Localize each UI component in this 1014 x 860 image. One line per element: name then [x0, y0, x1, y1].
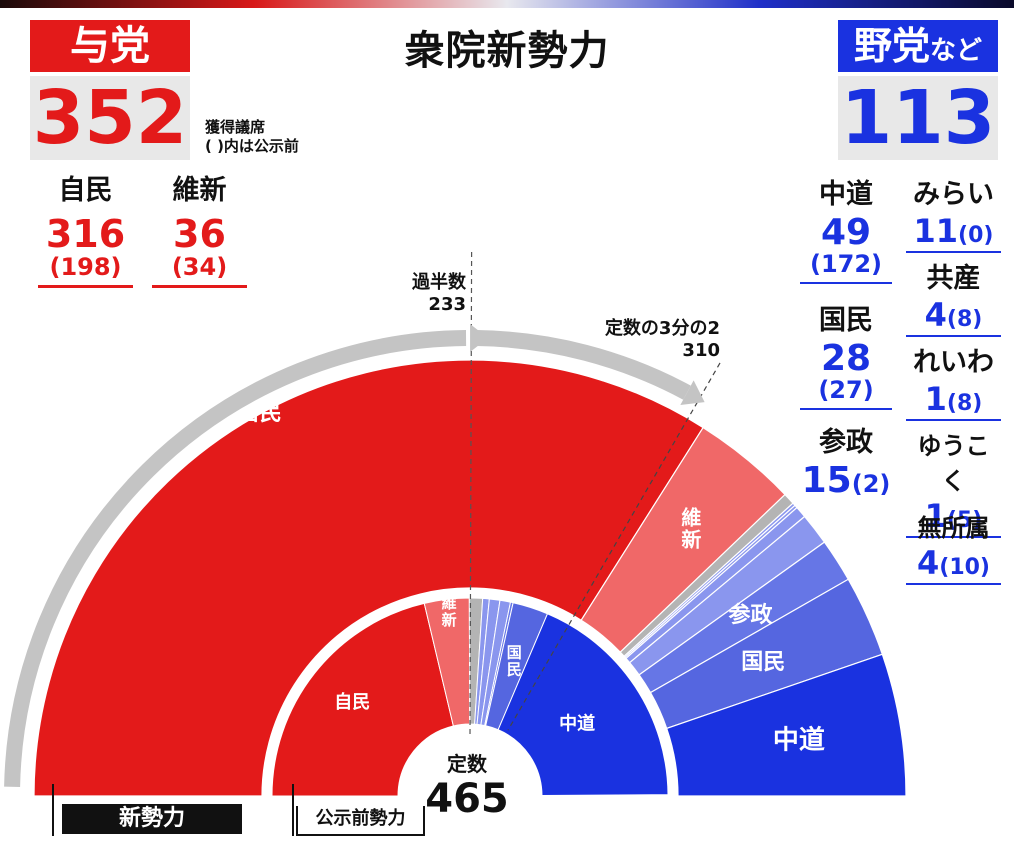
opp-party-reiwa: れいわ 1(8) [906, 340, 1001, 421]
party-seats-before: (172) [809, 250, 883, 278]
party-seats: 316 [45, 212, 126, 256]
party-seats-before: (34) [171, 253, 228, 281]
party-underline [906, 251, 1001, 253]
gov-party-ldp: 自民 316 (198) [38, 168, 133, 288]
before-seats-marker [292, 784, 294, 836]
opp-party-independent: 無所属 4(10) [906, 508, 1001, 585]
party-seats-before: (27) [818, 376, 874, 404]
party-seats: 4 [924, 296, 947, 334]
party-seats-before: (8) [946, 307, 983, 332]
party-seats: 36 [173, 212, 226, 256]
party-seats: 49 [820, 212, 872, 253]
opposition-total: 113 [838, 76, 998, 160]
gov-party-ishin: 維新 36 (34) [152, 168, 247, 288]
majority-arrow [4, 330, 467, 788]
party-seats-line: 15(2) [800, 463, 892, 499]
party-underline [906, 419, 1001, 421]
government-total: 352 [30, 76, 190, 160]
seat-segment [271, 602, 454, 797]
party-seats-before: (10) [939, 555, 990, 580]
twothirds-label: 定数の3分の2 [604, 318, 720, 339]
segment-label: 国民 [741, 650, 785, 675]
opposition-label: 野党など [838, 20, 998, 72]
opp-party-yukoku: ゆうこく 1(5) [906, 426, 1001, 538]
note-line-1: 獲得議席 [205, 118, 266, 136]
seat-segment [665, 653, 907, 797]
segment-label: 維新 [440, 594, 458, 629]
new-seats-label: 新勢力 [62, 804, 242, 834]
segment-label: 維新 [678, 506, 702, 551]
opp-party-kyosan: 共産 4(8) [906, 256, 1001, 337]
opp-party-chudo: 中道 49 (172) [800, 172, 892, 284]
top-gradient-bar [0, 0, 1014, 8]
party-name: 国民 [819, 305, 873, 336]
majority-value: 233 [428, 294, 466, 315]
party-seats: 1 [924, 380, 947, 418]
party-name: ゆうこく [917, 432, 990, 495]
party-name: 参政 [819, 427, 873, 458]
party-seats-before: (5) [946, 508, 983, 533]
total-seats: 定数 465 [412, 748, 522, 821]
segment-label: 国民 [505, 644, 523, 678]
opposition-label-suffix: など [930, 36, 983, 66]
party-seats-line: 11(0) [906, 215, 1001, 247]
party-seats: 11 [913, 212, 959, 250]
party-seats-line: 4(10) [906, 547, 1001, 579]
segment-label: 自民 [334, 691, 370, 713]
party-underline [906, 536, 1001, 538]
party-seats-before: (0) [958, 223, 994, 248]
twothirds-arrowhead [680, 380, 705, 405]
party-name: 無所属 [917, 514, 990, 542]
government-label: 与党 [30, 20, 190, 72]
party-name: 共産 [926, 263, 981, 294]
legend-note: 獲得議席 ( )内は公示前 [205, 118, 299, 156]
total-label: 定数 [447, 752, 487, 776]
opposition-label-main: 野党 [853, 24, 930, 68]
opp-party-kokumin: 国民 28 (27) [800, 298, 892, 410]
party-name: 自民 [58, 175, 113, 206]
party-name: みらい [913, 179, 994, 210]
party-seats: 4 [917, 544, 940, 582]
party-seats: 1 [924, 497, 947, 535]
segment-label: 中道 [773, 725, 825, 756]
party-seats: 15 [801, 460, 852, 501]
party-seats-line: 4(8) [906, 299, 1001, 331]
party-underline [800, 408, 892, 410]
chart-title: 衆院新勢力 [404, 28, 610, 74]
party-seats-before: (2) [851, 470, 891, 498]
party-underline [38, 285, 133, 288]
party-name: 維新 [172, 175, 227, 206]
party-seats-before: (8) [946, 391, 983, 416]
party-seats-line: 1(8) [906, 383, 1001, 415]
new-seats-marker [52, 784, 54, 836]
segment-label: 参政 [729, 602, 774, 628]
seat-segment [497, 613, 669, 797]
segment-label: 中道 [559, 713, 595, 735]
party-underline [152, 285, 247, 288]
party-underline [800, 282, 892, 284]
party-underline [906, 335, 1001, 337]
majority-label: 過半数 [412, 272, 466, 293]
twothirds-annotation: 定数の3分の2 310 [560, 318, 720, 362]
twothirds-line [507, 362, 721, 731]
party-seats-before: (198) [49, 253, 122, 281]
twothirds-value: 310 [682, 340, 720, 361]
before-seats-label: 公示前勢力 [296, 806, 425, 836]
opp-party-sanseito: 参政 15(2) [800, 420, 892, 499]
total-value: 465 [425, 776, 509, 822]
opp-party-mirai: みらい 11(0) [906, 172, 1001, 253]
party-name: 中道 [819, 179, 873, 210]
note-line-2: ( )内は公示前 [205, 137, 299, 155]
twothirds-arrow [476, 330, 691, 400]
party-seats: 28 [820, 338, 872, 379]
party-seats-line: 1(5) [906, 500, 1001, 532]
party-underline [906, 583, 1001, 585]
majority-annotation: 過半数 233 [360, 272, 466, 316]
party-name: れいわ [913, 347, 994, 378]
seat-segment [33, 359, 704, 797]
